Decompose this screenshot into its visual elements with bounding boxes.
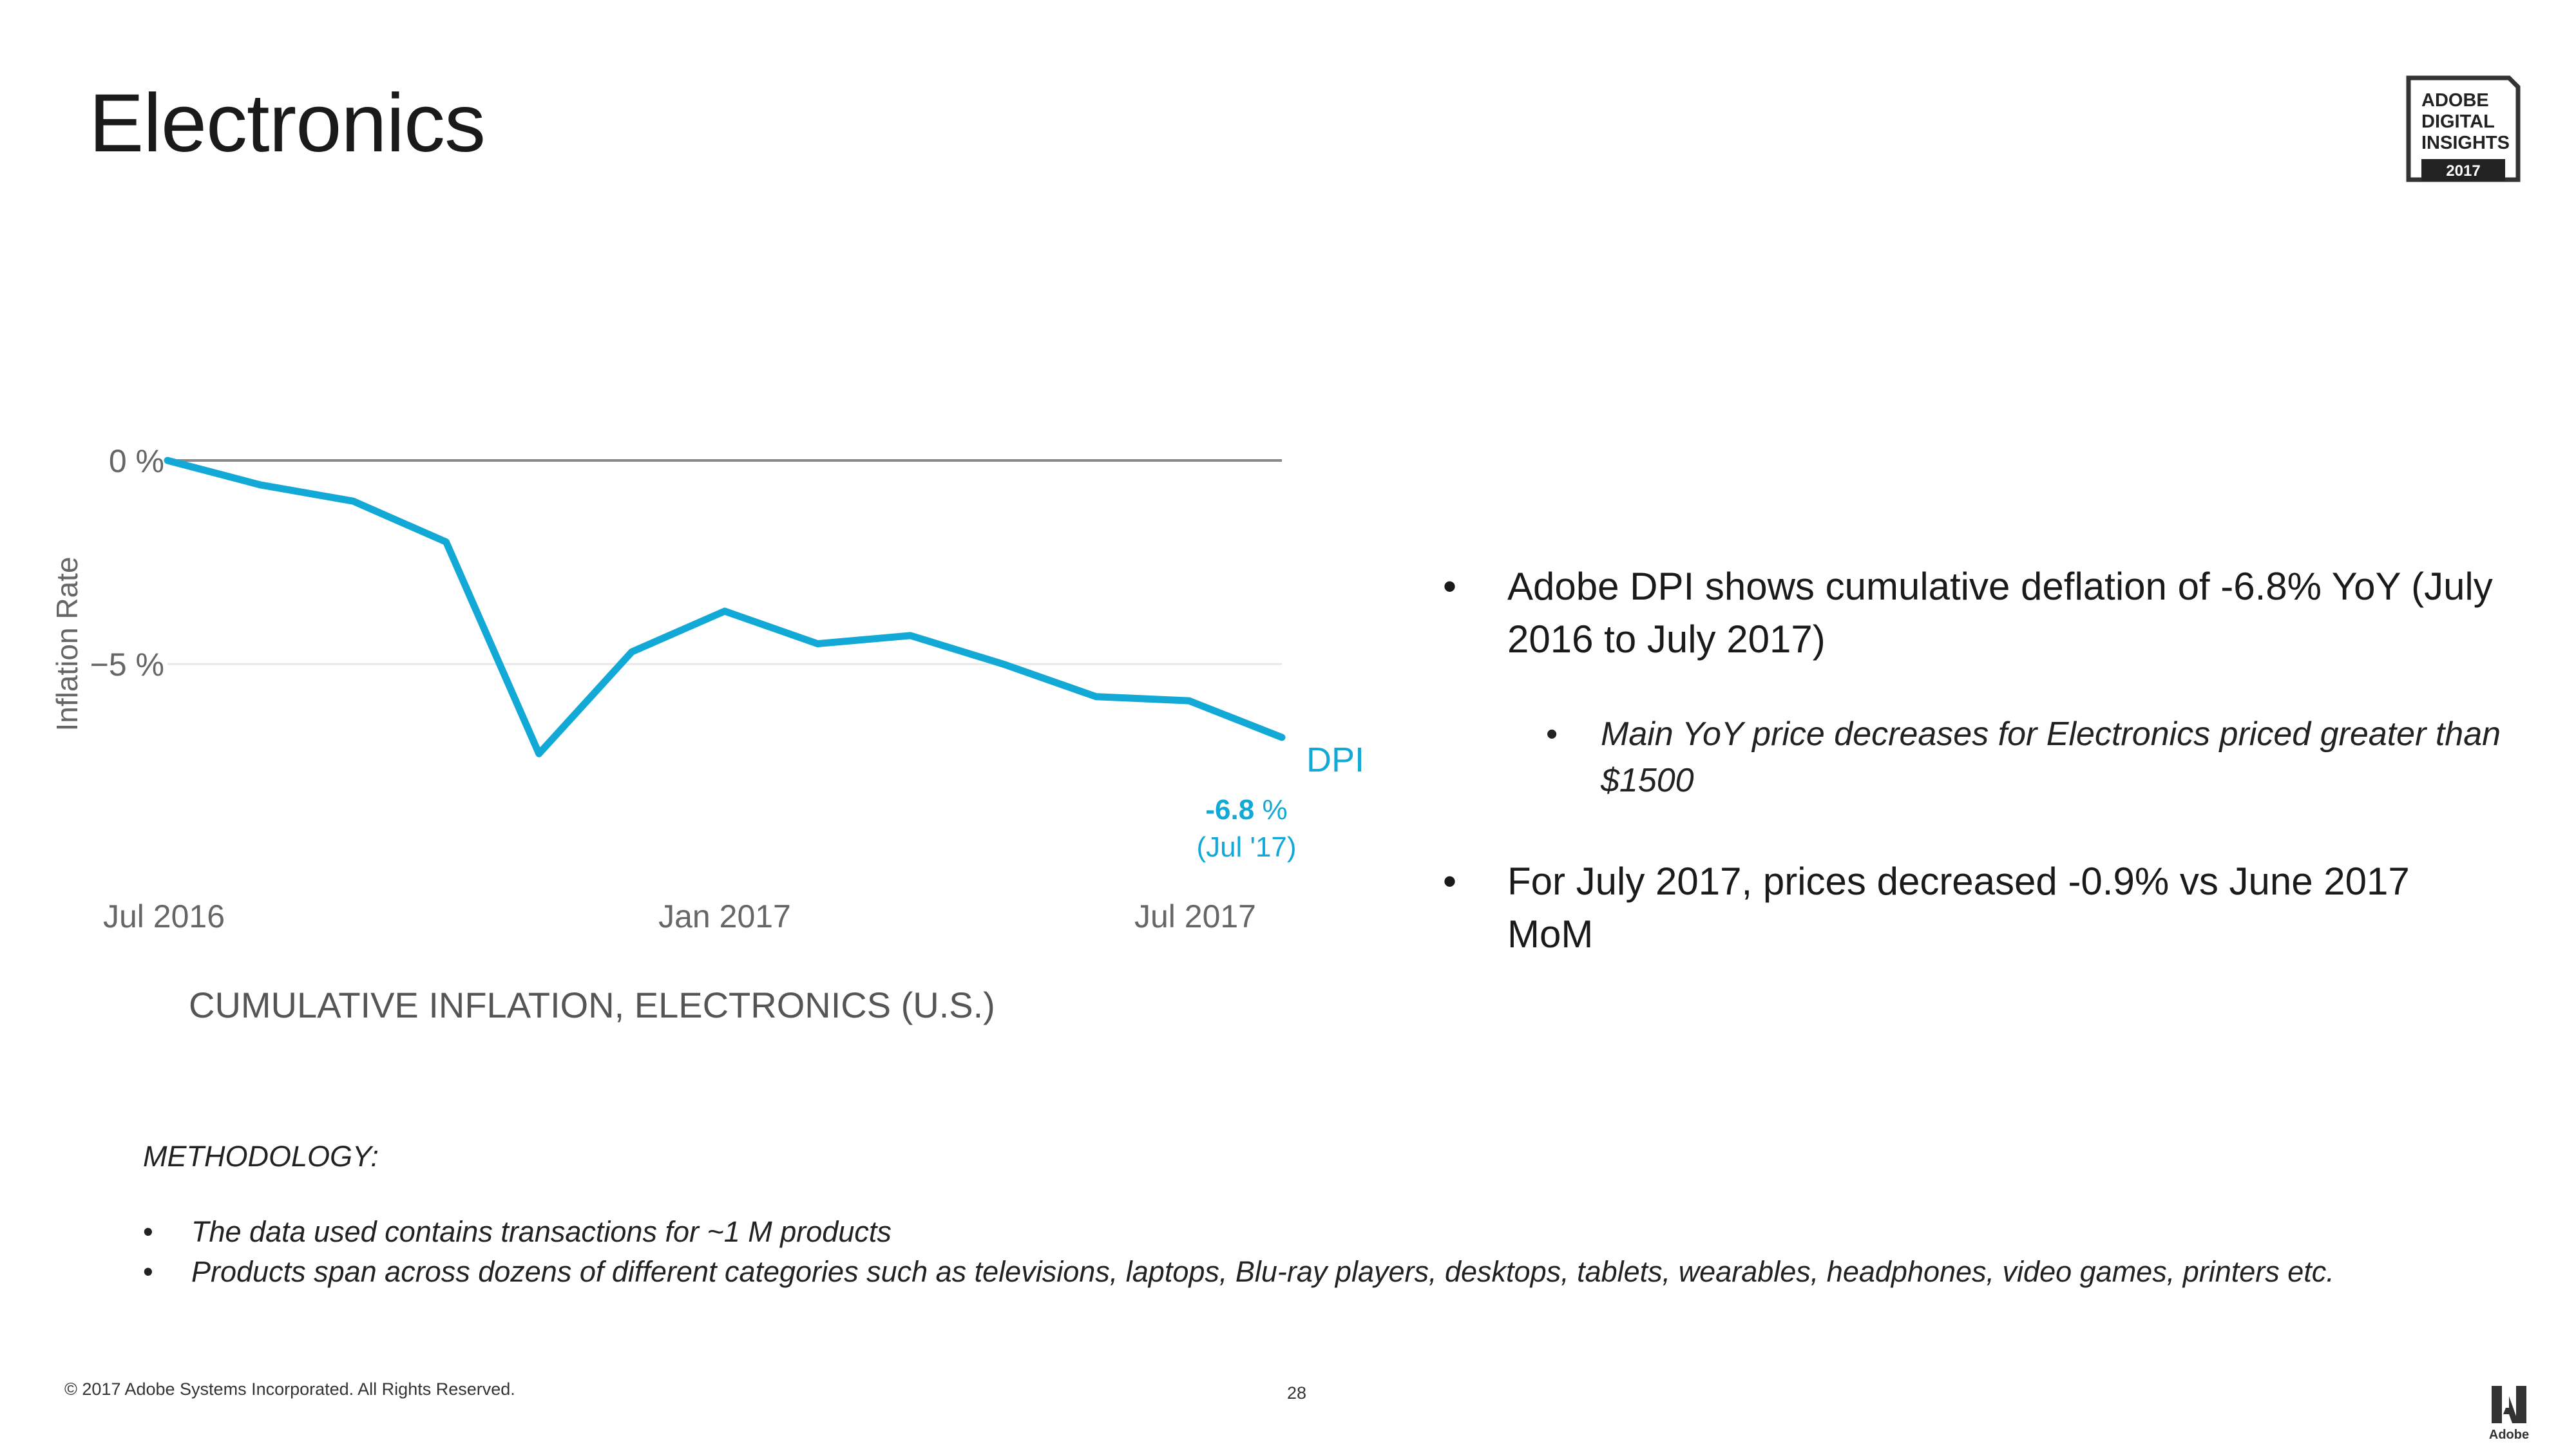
inflation-line-chart: 0 % −5 % Jul 2016 Jan 2017 Jul 2017 Inflation…: [50, 443, 1364, 1025]
adobe-logo: Adobe: [2489, 1386, 2529, 1442]
badge-line: DIGITAL: [2421, 111, 2495, 132]
bullet-dot: •: [1443, 565, 1457, 608]
methodology-item-text: Products span across dozens of different…: [191, 1255, 2334, 1288]
series-line-dpi: [164, 457, 1286, 757]
series-label-dpi: DPI: [1306, 741, 1364, 779]
end-value-annotation: -6.8 %: [1205, 794, 1287, 826]
bullet-dot: •: [1546, 715, 1558, 753]
x-tick-label: Jul 2016: [103, 898, 225, 934]
page-number: 28: [1287, 1383, 1307, 1403]
data-point: [257, 481, 264, 488]
finding-sub: • Main YoY price decreases for Electroni…: [1443, 711, 2506, 804]
bullet-dot: •: [143, 1255, 153, 1288]
finding-sub-text: Main YoY price decreases for Electronics…: [1601, 715, 2501, 799]
y-tick-label: 0 %: [109, 443, 164, 479]
finding-deflation: • Adobe DPI shows cumulative deflation o…: [1443, 560, 2506, 666]
end-date-annotation: (Jul '17): [1196, 831, 1296, 863]
data-point: [907, 632, 914, 639]
methodology-item-text: The data used contains transactions for …: [191, 1215, 892, 1248]
data-point: [628, 649, 635, 656]
methodology-item: • Products span across dozens of differe…: [143, 1252, 2398, 1292]
data-point: [535, 750, 542, 757]
y-axis-label: Inflation Rate: [50, 556, 84, 731]
data-point: [443, 538, 450, 545]
x-tick-label: Jul 2017: [1134, 898, 1256, 934]
annotation-unit: %: [1254, 794, 1287, 826]
bullet-dot: •: [143, 1215, 153, 1248]
finding-deflation-text: Adobe DPI shows cumulative deflation of …: [1507, 565, 2493, 661]
page-title: Electronics: [89, 77, 486, 169]
data-point: [721, 607, 728, 614]
badge-year: 2017: [2446, 162, 2480, 180]
adobe-wordmark: Adobe: [2489, 1428, 2529, 1442]
y-tick-label: −5 %: [90, 647, 164, 683]
data-point: [1279, 734, 1285, 741]
data-point: [164, 457, 171, 464]
methodology-heading: METHODOLOGY:: [143, 1140, 379, 1173]
data-point: [1092, 693, 1100, 700]
finding-mom-text: For July 2017, prices decreased -0.9% vs…: [1507, 860, 2410, 956]
chart-title: CUMULATIVE INFLATION, ELECTRONICS (U.S.): [189, 985, 995, 1025]
data-point: [814, 640, 821, 647]
data-point: [1000, 661, 1007, 668]
finding-mom: • For July 2017, prices decreased -0.9% …: [1443, 855, 2506, 961]
data-point: [1185, 697, 1192, 705]
methodology: METHODOLOGY: • The data used contains tr…: [143, 1140, 2398, 1292]
x-tick-label: Jan 2017: [658, 898, 791, 934]
badge-line: ADOBE: [2421, 90, 2489, 111]
key-findings: • Adobe DPI shows cumulative deflation o…: [1443, 560, 2506, 961]
badge-line: INSIGHTS: [2421, 133, 2510, 153]
annotation-value: -6.8: [1205, 794, 1254, 826]
bullet-dot: •: [1443, 860, 1457, 903]
copyright: © 2017 Adobe Systems Incorporated. All R…: [64, 1379, 515, 1399]
methodology-item: • The data used contains transactions fo…: [143, 1212, 2398, 1252]
data-point: [350, 498, 357, 505]
adobe-digital-insights-badge: ADOBE DIGITAL INSIGHTS 2017: [2406, 75, 2521, 182]
